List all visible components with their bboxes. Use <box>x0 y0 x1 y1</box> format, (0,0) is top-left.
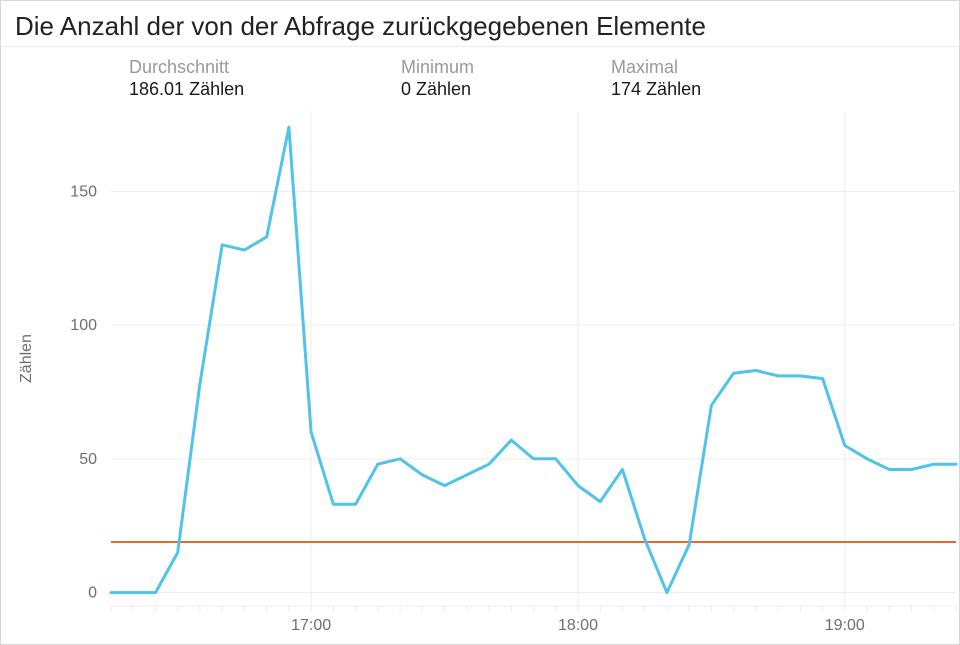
chart-title: Die Anzahl der von der Abfrage zurückgeg… <box>1 1 959 47</box>
data-series-line <box>111 127 956 592</box>
y-tick-label: 150 <box>70 183 97 200</box>
grid <box>111 111 956 606</box>
y-tick-label: 100 <box>70 317 97 334</box>
x-tick-label: 18:00 <box>558 617 598 634</box>
y-axis: 0 50 100 150 <box>70 183 97 601</box>
x-tick-label: 19:00 <box>825 617 865 634</box>
chart-plot: 0 50 100 150 17:00 18:00 19:00 Zählen <box>1 46 960 644</box>
chart-panel: Die Anzahl der von der Abfrage zurückgeg… <box>0 0 960 645</box>
y-tick-label: 0 <box>88 585 97 602</box>
y-tick-label: 50 <box>79 451 97 468</box>
x-tick-label: 17:00 <box>291 617 331 634</box>
y-axis-label: Zählen <box>18 334 35 383</box>
x-axis: 17:00 18:00 19:00 <box>111 606 956 634</box>
